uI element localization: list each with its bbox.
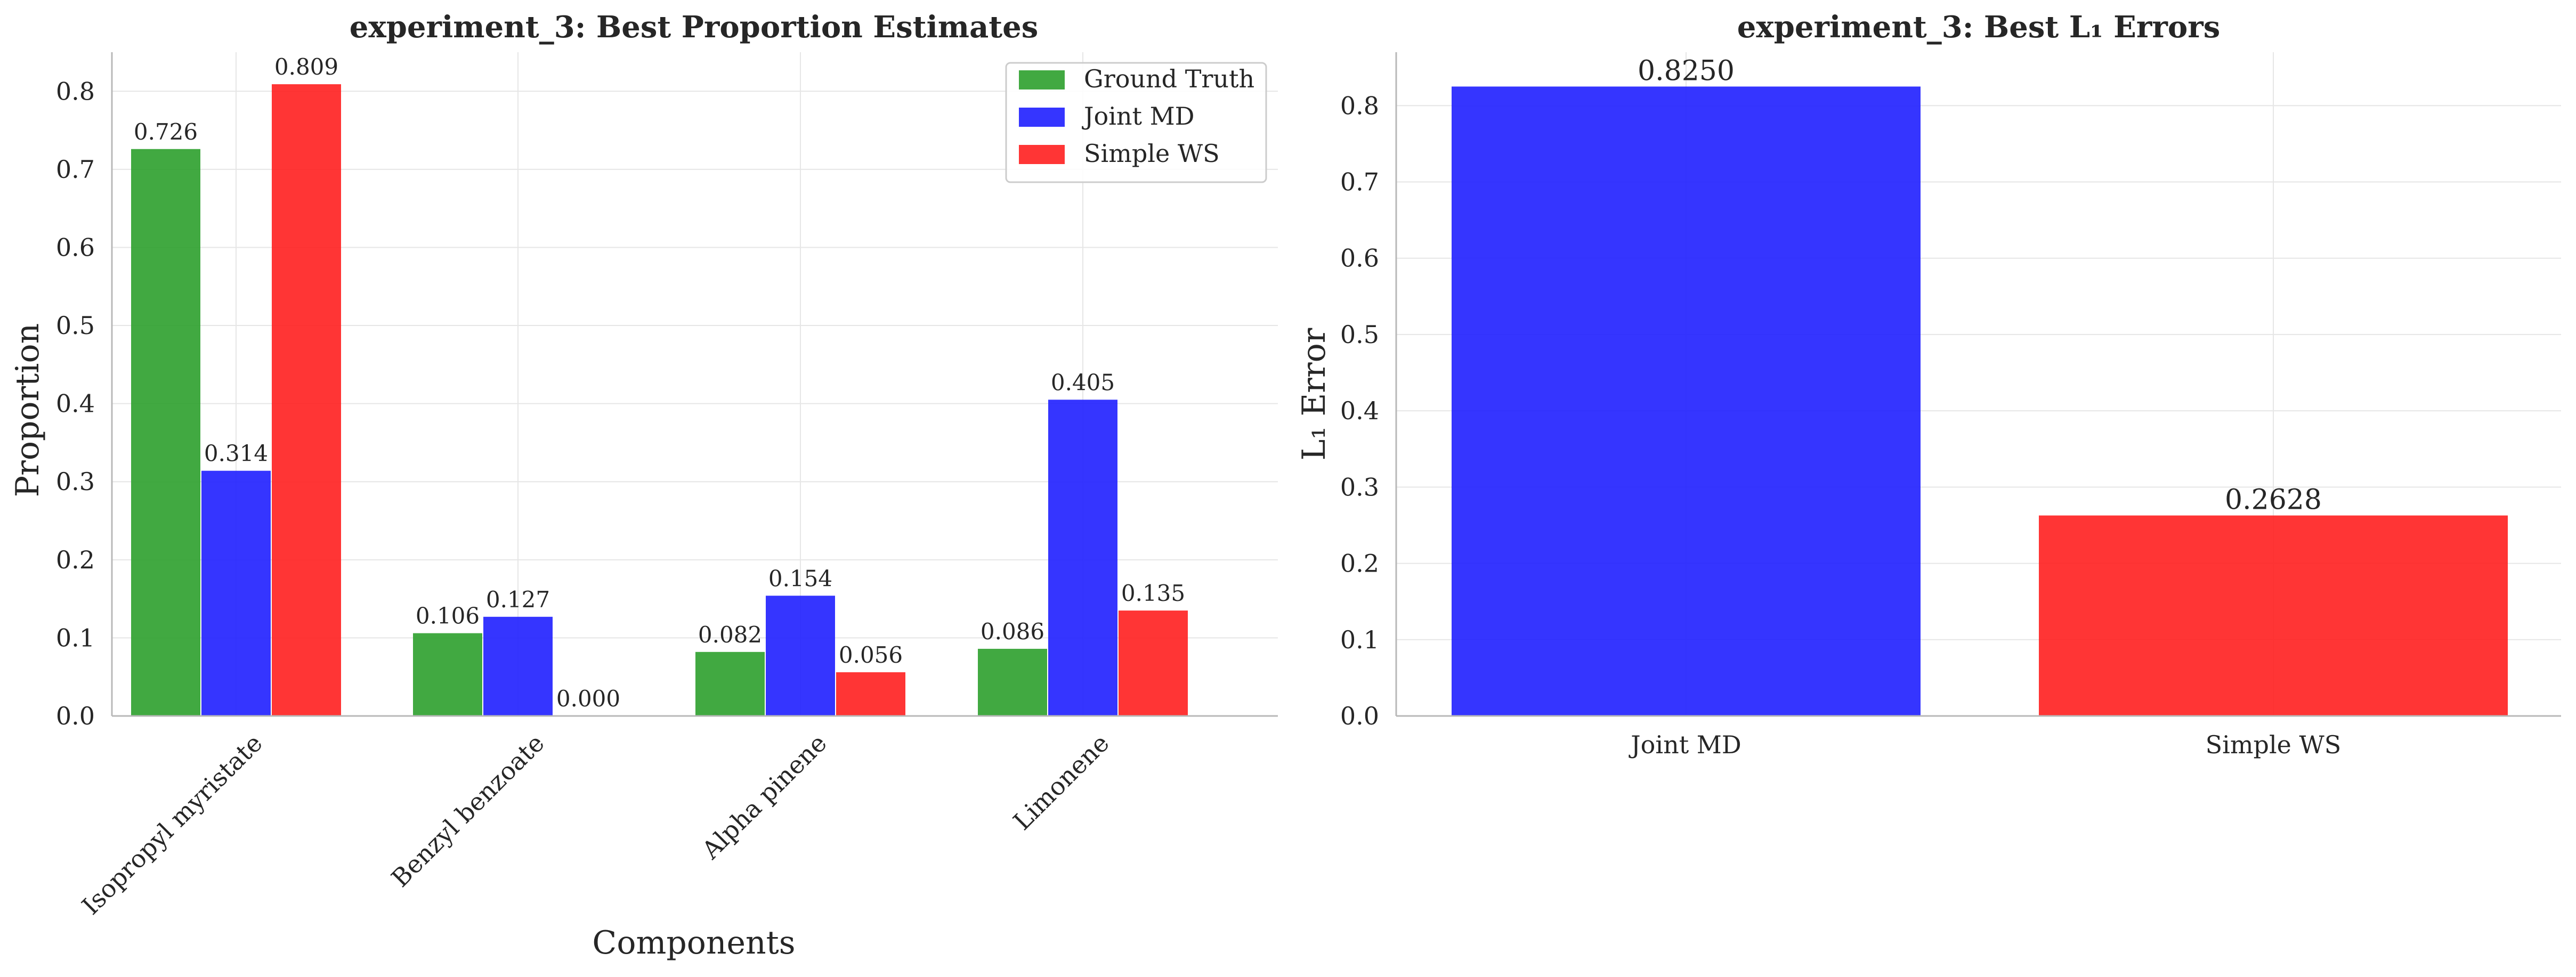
- legend-swatch-joint-md: [1019, 108, 1065, 127]
- data-label-joint-md: 0.127: [486, 587, 550, 613]
- proportion-chart-xlabel: Components: [592, 924, 795, 962]
- bar-simple-ws-isopropyl-myristate: [272, 84, 341, 716]
- bar-simple-ws-alpha-pinene: [836, 672, 905, 716]
- proportion-chart-legend: Ground Truth Joint MD Simple WS: [1005, 62, 1267, 183]
- ytick-label: 0.2: [1340, 549, 1379, 578]
- proportion-chart-axes: [111, 52, 1278, 717]
- legend-swatch-ground-truth: [1019, 70, 1065, 89]
- legend-label-ground-truth: Ground Truth: [1084, 64, 1254, 93]
- bar-simple-ws: [2039, 515, 2508, 716]
- xtick-label-joint-md: Joint MD: [1629, 730, 1741, 759]
- ytick-label: 0.7: [56, 155, 95, 184]
- proportion-chart: experiment_3: Best Proportion Estimates …: [9, 10, 1278, 962]
- data-label-simple-ws: 0.056: [839, 642, 903, 668]
- ytick-label: 0.0: [56, 702, 95, 730]
- ytick-label: 0.0: [1340, 702, 1379, 730]
- proportion-chart-title: experiment_3: Best Proportion Estimates: [350, 10, 1039, 45]
- l1-error-chart: experiment_3: Best L₁ Errors L₁ Error 0.…: [1295, 10, 2561, 759]
- proportion-chart-yticks: 0.0 0.1 0.2 0.3 0.4 0.5 0.6 0.7 0.8: [56, 77, 95, 730]
- bar-joint-md-limonene: [1048, 400, 1117, 716]
- bar-joint-md: [1452, 86, 1921, 717]
- ytick-label: 0.4: [1340, 396, 1379, 425]
- ytick-label: 0.1: [1340, 625, 1379, 654]
- ytick-label: 0.8: [56, 77, 95, 105]
- ytick-label: 0.3: [56, 467, 95, 496]
- data-label-ground-truth: 0.106: [416, 603, 480, 629]
- xtick-label-limonene: Limonene: [1008, 729, 1115, 836]
- data-label-simple-ws: 0.2628: [2225, 484, 2322, 516]
- ytick-label: 0.8: [1340, 91, 1379, 120]
- ytick-label: 0.5: [56, 311, 95, 340]
- data-label-joint-md: 0.154: [768, 565, 832, 591]
- l1-error-chart-axes: [1395, 52, 2561, 717]
- l1-error-chart-yticks: 0.0 0.1 0.2 0.3 0.4 0.5 0.6 0.7 0.8: [1340, 91, 1379, 730]
- ytick-label: 0.5: [1340, 320, 1379, 349]
- legend-frame: [1005, 62, 1267, 183]
- ytick-label: 0.6: [1340, 244, 1379, 273]
- legend-label-simple-ws: Simple WS: [1084, 139, 1220, 168]
- ytick-label: 0.1: [56, 623, 95, 652]
- bar-ground-truth-benzyl-benzoate: [413, 633, 482, 716]
- xtick-label-isopropyl-myristate: Isopropyl myristate: [76, 729, 268, 921]
- data-label-ground-truth: 0.726: [134, 119, 198, 145]
- data-label-joint-md: 0.314: [204, 441, 268, 467]
- ytick-label: 0.6: [56, 233, 95, 262]
- proportion-chart-bars: 0.726 0.106 0.082 0.086 0.314 0.127 0.154 0.405…: [131, 54, 1188, 716]
- bar-ground-truth-alpha-pinene: [695, 652, 765, 716]
- xtick-label-simple-ws: Simple WS: [2206, 730, 2342, 759]
- data-label-simple-ws: 0.000: [556, 686, 620, 712]
- bar-ground-truth-limonene: [978, 648, 1047, 716]
- legend-label-joint-md: Joint MD: [1082, 102, 1195, 131]
- data-label-ground-truth: 0.082: [698, 622, 762, 648]
- ytick-label: 0.3: [1340, 473, 1379, 501]
- data-label-joint-md: 0.405: [1051, 369, 1115, 395]
- data-label-simple-ws: 0.135: [1121, 580, 1185, 606]
- bar-joint-md-isopropyl-myristate: [201, 470, 271, 716]
- ytick-label: 0.7: [1340, 167, 1379, 196]
- xtick-label-benzyl-benzoate: Benzyl benzoate: [386, 729, 550, 893]
- proportion-chart-ylabel: Proportion: [9, 323, 46, 497]
- l1-error-chart-xticks: Joint MD Simple WS: [1629, 730, 2341, 759]
- proportion-chart-xticks: Isopropyl myristate Benzyl benzoate Alpha …: [76, 729, 1115, 921]
- data-label-simple-ws: 0.809: [274, 54, 338, 80]
- l1-error-chart-bars: 0.8250 0.2628: [1452, 55, 2508, 717]
- ytick-label: 0.2: [56, 546, 95, 574]
- data-label-ground-truth: 0.086: [981, 618, 1044, 645]
- bar-ground-truth-isopropyl-myristate: [131, 149, 200, 716]
- xtick-label-alpha-pinene: Alpha pinene: [696, 729, 832, 865]
- l1-error-chart-title: experiment_3: Best L₁ Errors: [1737, 10, 2221, 45]
- bar-joint-md-alpha-pinene: [766, 596, 835, 716]
- bar-simple-ws-limonene: [1119, 610, 1188, 716]
- bar-joint-md-benzyl-benzoate: [483, 616, 553, 716]
- data-label-joint-md: 0.8250: [1638, 55, 1735, 87]
- ytick-label: 0.4: [56, 389, 95, 418]
- legend-swatch-simple-ws: [1019, 145, 1065, 164]
- l1-error-chart-ylabel: L₁ Error: [1295, 328, 1333, 460]
